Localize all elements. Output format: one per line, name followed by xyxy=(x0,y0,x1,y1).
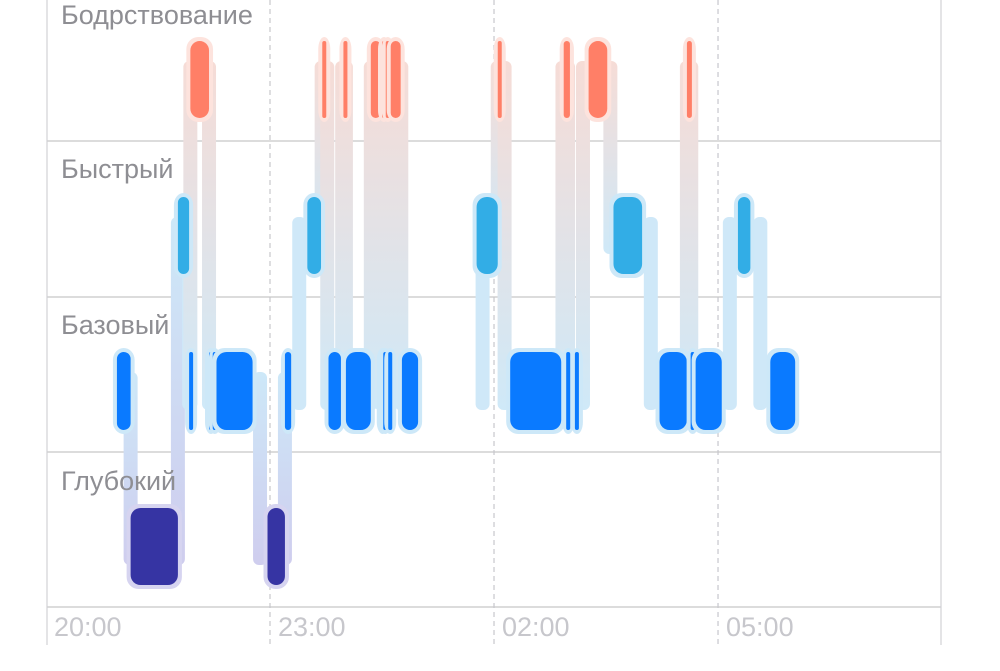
stage-segment xyxy=(613,197,643,274)
stage-segment xyxy=(130,508,178,585)
stage-segment xyxy=(574,352,579,430)
chart-labels: Бодрствование Быстрый Базовый Глубокий 20:00… xyxy=(54,0,794,642)
stage-segment xyxy=(510,352,562,430)
stage-transition xyxy=(643,217,658,410)
stage-segment xyxy=(177,197,190,274)
stage-segments xyxy=(112,37,800,589)
stage-transition xyxy=(684,61,699,410)
stage-segment xyxy=(770,352,796,430)
stage-segment xyxy=(695,352,722,430)
stage-segment xyxy=(328,352,341,430)
stage-transition xyxy=(753,217,768,410)
time-tick-label: 02:00 xyxy=(502,612,570,642)
stage-segment xyxy=(686,41,692,118)
stage-transition xyxy=(497,61,512,410)
stage-transitions xyxy=(123,61,768,565)
stage-label: Глубокий xyxy=(61,466,176,496)
time-tick-label: 05:00 xyxy=(726,612,794,642)
stage-segment xyxy=(497,41,502,118)
stage-segment xyxy=(476,197,498,274)
stage-segment xyxy=(737,197,751,274)
stage-segment xyxy=(401,352,419,430)
time-tick-label: 20:00 xyxy=(54,612,122,642)
stage-transition xyxy=(383,61,398,410)
stage-segment xyxy=(322,41,327,118)
stage-segment xyxy=(307,197,322,274)
stage-segment xyxy=(345,352,371,430)
stage-segment xyxy=(566,352,571,430)
stage-segment xyxy=(190,41,210,118)
stage-segment xyxy=(116,352,131,430)
stage-transition xyxy=(170,217,185,565)
time-tick-label: 23:00 xyxy=(278,612,346,642)
stage-transition xyxy=(202,61,217,410)
stage-segment xyxy=(216,352,253,430)
stage-segment xyxy=(588,41,608,118)
stage-label: Быстрый xyxy=(61,154,174,184)
stage-segment xyxy=(284,352,292,430)
stage-transition xyxy=(320,61,335,410)
stage-segment xyxy=(388,352,393,430)
stage-label: Бодрствование xyxy=(61,0,253,30)
stage-transition xyxy=(722,217,737,410)
stage-segment xyxy=(189,352,194,430)
stage-label: Базовый xyxy=(61,310,169,340)
stage-segment xyxy=(267,508,285,585)
stage-transition xyxy=(292,217,307,410)
stage-transition xyxy=(394,61,409,410)
stage-segment xyxy=(659,352,687,430)
stage-transition xyxy=(338,61,353,410)
stage-segment xyxy=(343,41,348,118)
stage-segment xyxy=(563,41,570,118)
stage-segment xyxy=(390,41,401,118)
stage-transition xyxy=(561,61,576,410)
stage-transition xyxy=(575,61,590,410)
